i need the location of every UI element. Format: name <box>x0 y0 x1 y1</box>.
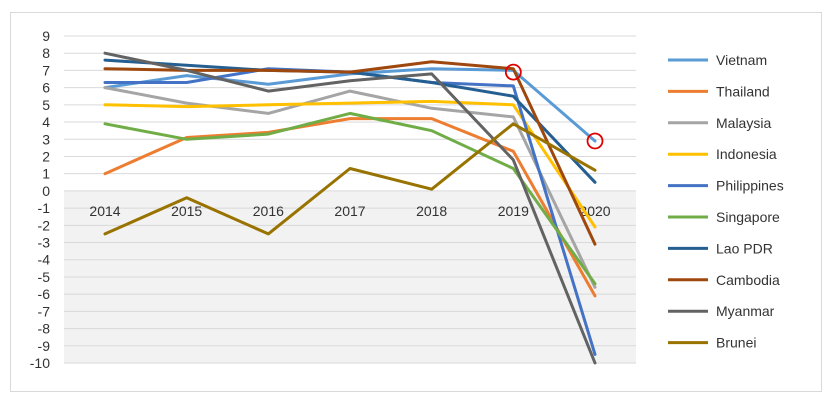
y-tick-label: -8 <box>38 321 51 337</box>
legend-label-lao-pdr: Lao PDR <box>716 240 773 256</box>
y-tick-label: 9 <box>42 28 50 44</box>
legend-label-singapore: Singapore <box>716 209 780 225</box>
legend-label-vietnam: Vietnam <box>716 52 767 68</box>
x-tick-label: 2017 <box>334 203 365 219</box>
legend-label-philippines: Philippines <box>716 178 784 194</box>
highlight-circle <box>586 132 604 150</box>
series-lines <box>103 51 597 365</box>
series-line-malaysia <box>103 86 597 289</box>
legend-label-thailand: Thailand <box>716 83 770 99</box>
y-tick-label: 4 <box>42 114 50 130</box>
x-tick-label: 2014 <box>89 203 120 219</box>
y-tick-label: 1 <box>42 166 50 182</box>
y-tick-label: 6 <box>42 80 50 96</box>
y-tick-label: 7 <box>42 62 50 78</box>
y-tick-label: -3 <box>38 235 51 251</box>
legend-label-malaysia: Malaysia <box>716 115 771 131</box>
y-tick-label: -10 <box>30 355 50 371</box>
x-tick-label: 2016 <box>253 203 284 219</box>
series-line-singapore <box>103 111 597 286</box>
legend-label-cambodia: Cambodia <box>716 272 780 288</box>
y-tick-label: 3 <box>42 131 50 147</box>
y-tick-label: -4 <box>38 252 51 268</box>
y-tick-label: -7 <box>38 303 51 319</box>
gridlines <box>64 35 636 364</box>
y-tick-label: 5 <box>42 97 50 113</box>
x-tick-label: 2015 <box>171 203 202 219</box>
y-tick-label: -1 <box>38 200 51 216</box>
series-line-indonesia <box>103 99 597 229</box>
x-tick-label: 2019 <box>498 203 529 219</box>
series-line-brunei <box>103 122 597 236</box>
legend-label-myanmar: Myanmar <box>716 303 775 319</box>
y-tick-label: 2 <box>42 148 50 164</box>
highlight-circle <box>504 63 522 81</box>
series-line-myanmar <box>103 51 597 365</box>
legend-label-indonesia: Indonesia <box>716 146 777 162</box>
y-tick-label: -6 <box>38 286 51 302</box>
y-tick-label: 8 <box>42 45 50 61</box>
x-tick-label: 2018 <box>416 203 447 219</box>
y-tick-label: -2 <box>38 217 51 233</box>
y-tick-label: 0 <box>42 183 50 199</box>
y-tick-label: -5 <box>38 269 51 285</box>
y-tick-label: -9 <box>38 338 51 354</box>
annotations <box>504 63 604 150</box>
legend: Vietnam Thailand Malaysia Indonesia Philippi… <box>668 52 784 351</box>
x-axis-ticks: 2014 2015 2016 2017 2018 2019 2020 <box>89 203 610 219</box>
legend-label-brunei: Brunei <box>716 335 756 351</box>
series-line-thailand <box>103 117 597 298</box>
